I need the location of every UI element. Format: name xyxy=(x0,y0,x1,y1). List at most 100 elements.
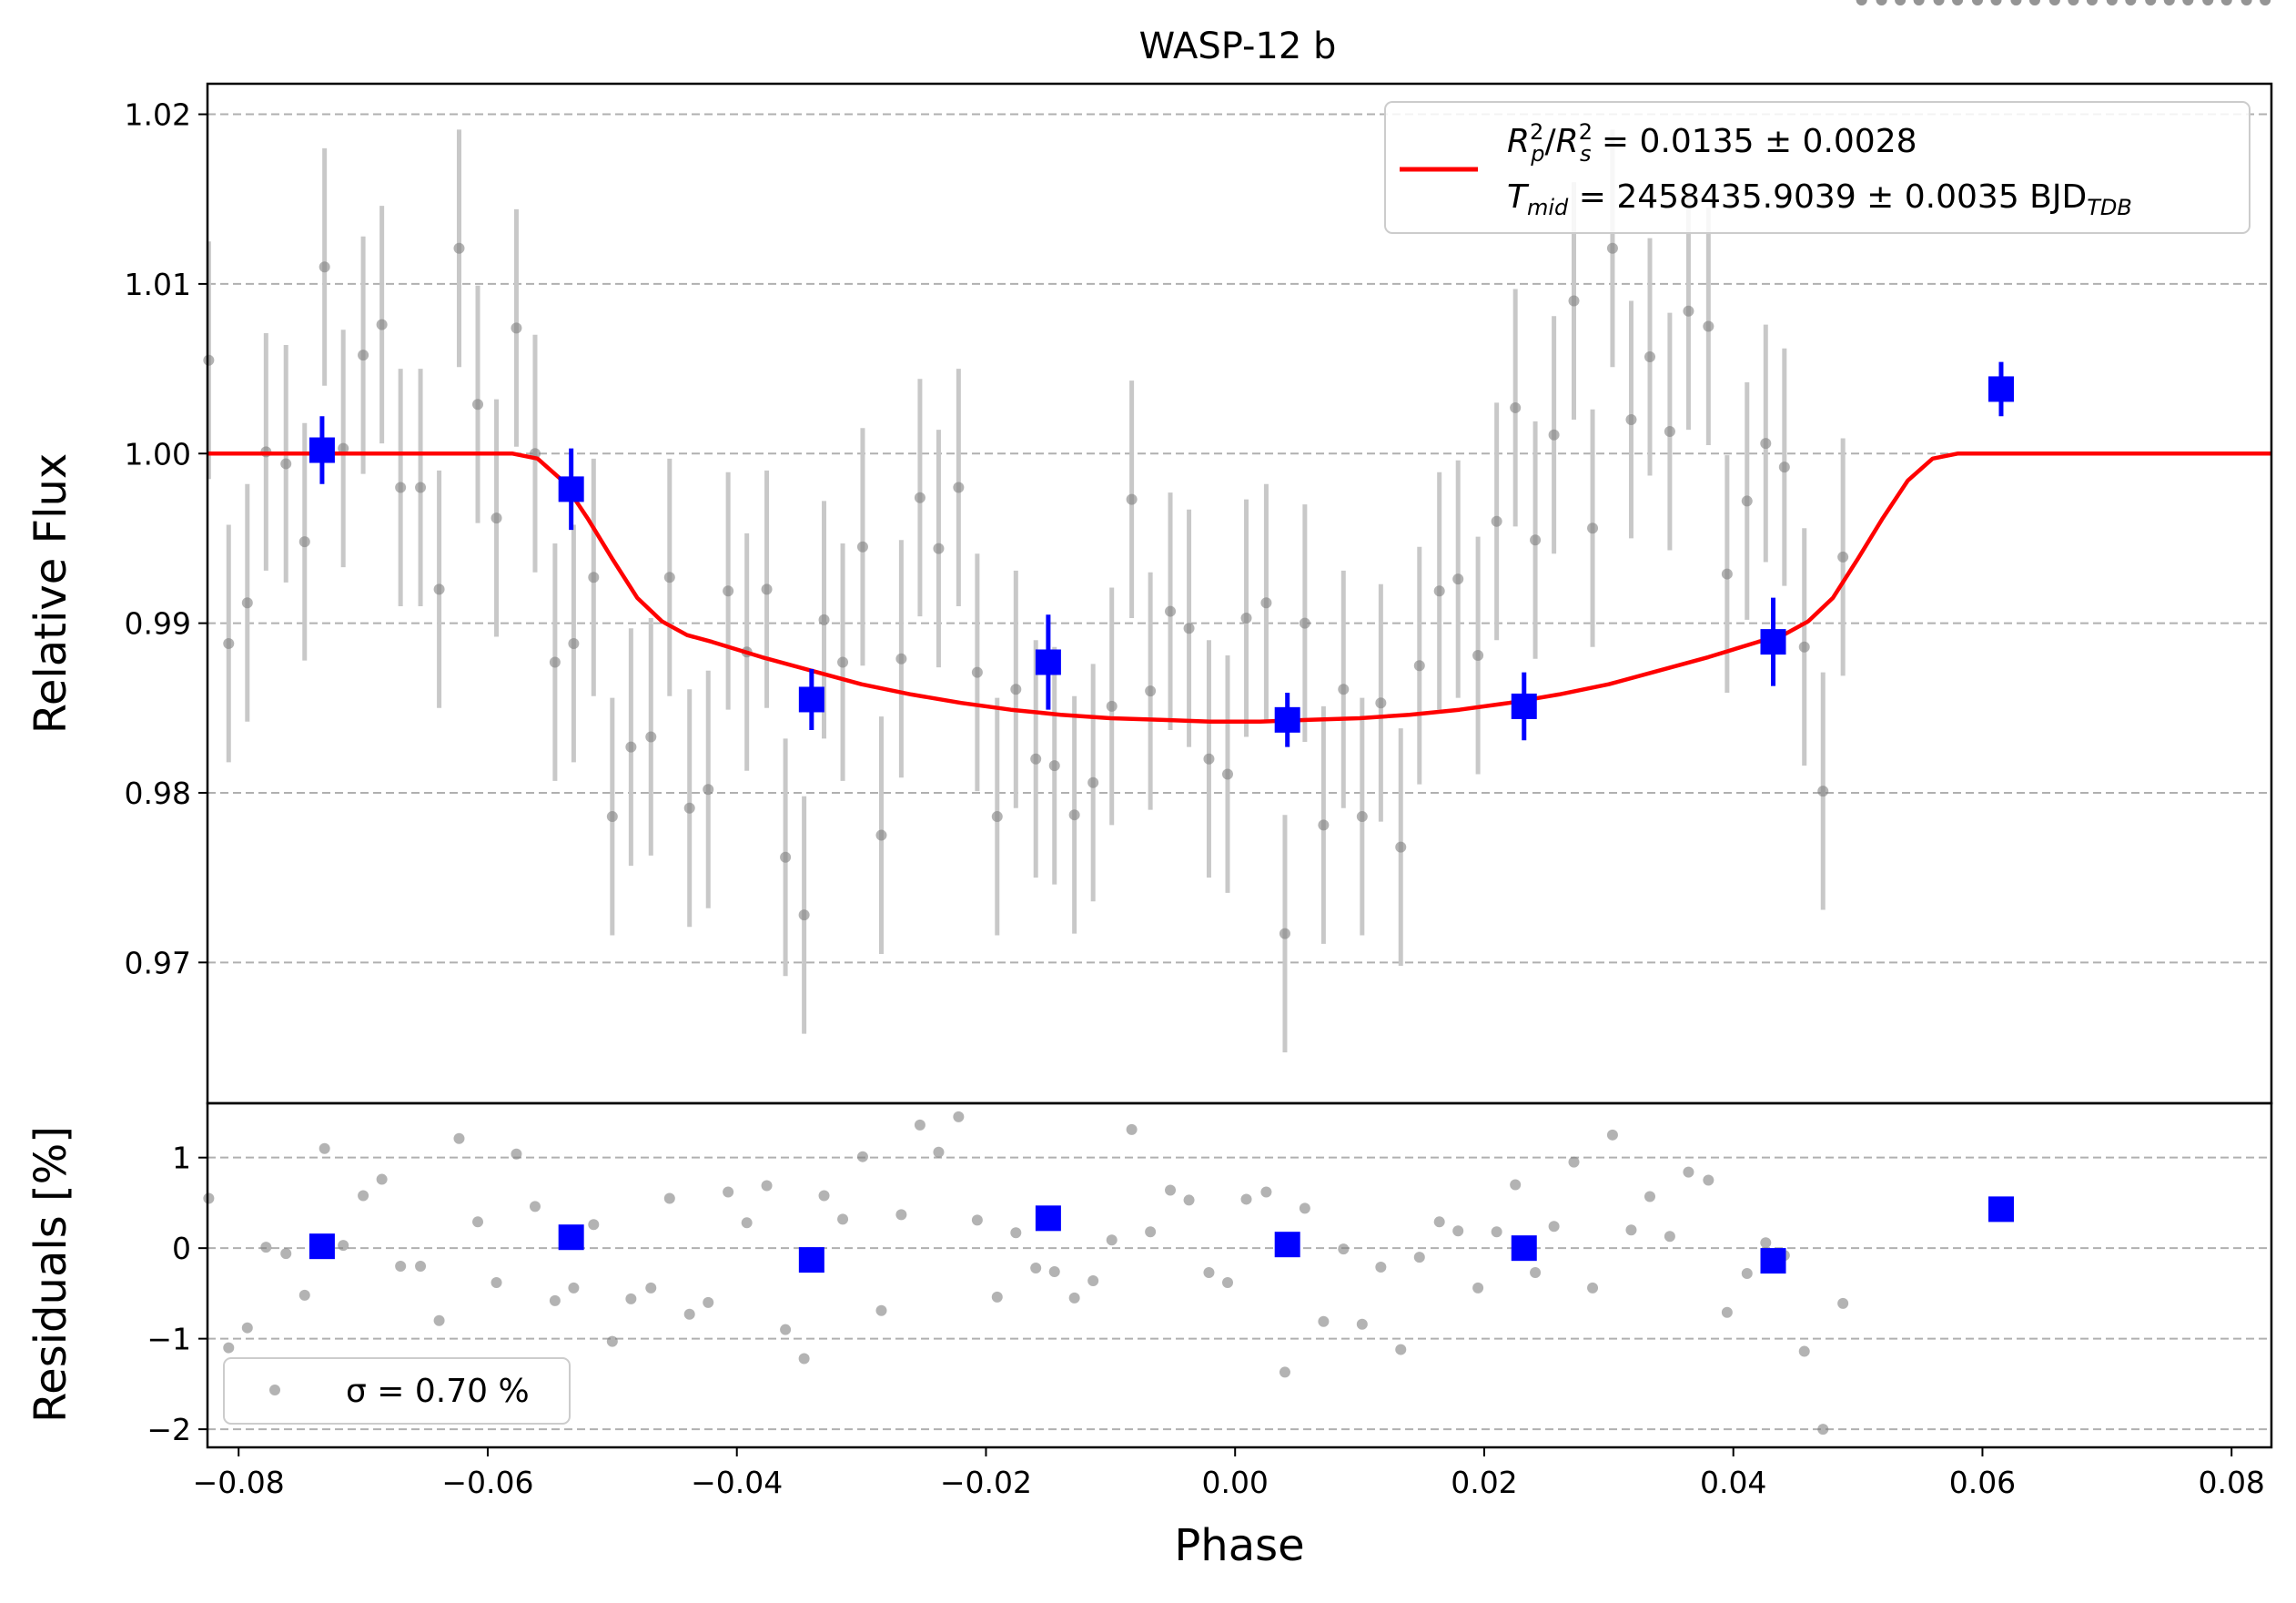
raw-point xyxy=(453,242,465,254)
residual-raw-point xyxy=(1260,1186,1272,1198)
raw-point xyxy=(376,319,388,330)
residual-binned-point xyxy=(308,1233,335,1260)
x-tick-label: −0.06 xyxy=(441,1465,533,1500)
residual-raw-points xyxy=(203,0,2271,1436)
residual-legend-label: σ = 0.70 % xyxy=(346,1373,530,1410)
raw-point xyxy=(895,653,907,665)
raw-point xyxy=(1356,811,1368,823)
residual-raw-point xyxy=(914,1119,925,1131)
residual-raw-point xyxy=(1240,1193,1252,1205)
raw-point xyxy=(1048,760,1060,772)
residual-raw-point xyxy=(895,1209,907,1221)
raw-point xyxy=(1548,429,1560,441)
residual-raw-point xyxy=(1299,1202,1310,1214)
residual-y-axis-label: Residuals [%] xyxy=(25,1126,76,1423)
residual-raw-point xyxy=(1952,0,1964,5)
raw-point xyxy=(1587,522,1599,534)
raw-point xyxy=(875,829,887,841)
flux-y-tick-label: 0.97 xyxy=(125,945,191,980)
residual-raw-point xyxy=(1510,1179,1522,1191)
binned-point xyxy=(308,437,335,463)
residual-raw-point xyxy=(338,1240,349,1252)
raw-point xyxy=(1318,819,1330,831)
raw-point xyxy=(818,614,830,625)
binned-point xyxy=(798,686,824,713)
residual-raw-point xyxy=(588,1219,600,1231)
residual-raw-point xyxy=(2145,0,2157,5)
x-tick-label: −0.04 xyxy=(691,1465,783,1500)
raw-point xyxy=(1778,462,1790,473)
residual-raw-point xyxy=(1338,1243,1350,1255)
residual-raw-point xyxy=(1703,1174,1714,1186)
residual-raw-point xyxy=(1933,0,1945,5)
raw-point xyxy=(645,731,657,743)
residual-raw-point xyxy=(1318,1315,1330,1327)
residual-raw-point xyxy=(1548,1221,1560,1233)
raw-point xyxy=(1395,841,1407,853)
residual-raw-point xyxy=(433,1314,445,1326)
residual-raw-point xyxy=(1741,1268,1753,1280)
residual-raw-point xyxy=(280,1248,292,1260)
residual-raw-point xyxy=(2260,0,2271,5)
raw-point xyxy=(1221,768,1233,780)
raw-point xyxy=(856,541,868,553)
binned-point xyxy=(558,476,584,502)
binned-point xyxy=(1760,629,1786,655)
raw-point xyxy=(1145,685,1157,697)
raw-point xyxy=(1068,809,1080,821)
residual-binned-point xyxy=(1988,1196,2014,1223)
residual-raw-point xyxy=(1452,1225,1464,1237)
residual-raw-point xyxy=(1817,1424,1829,1436)
residual-raw-point xyxy=(511,1148,522,1160)
raw-point xyxy=(491,512,502,524)
raw-point xyxy=(971,666,983,678)
residual-raw-point xyxy=(1760,1237,1772,1249)
raw-point xyxy=(606,811,618,823)
chart-title: WASP-12 b xyxy=(1139,25,1337,67)
raw-point xyxy=(549,656,561,668)
residual-raw-point xyxy=(1048,1266,1060,1278)
raw-point xyxy=(1472,650,1484,662)
x-tick-label: 0.06 xyxy=(1949,1465,2016,1500)
raw-point xyxy=(1606,242,1618,254)
raw-point xyxy=(837,656,849,668)
residual-raw-point xyxy=(2010,0,2022,5)
residual-y-ticks: −2 −1 0 1 xyxy=(147,1141,207,1447)
residual-legend-marker xyxy=(269,1385,280,1395)
residual-binned-point xyxy=(798,1247,824,1273)
raw-point xyxy=(1798,641,1810,653)
residual-raw-point xyxy=(2220,0,2232,5)
residual-y-tick-label: 0 xyxy=(172,1231,191,1266)
residual-raw-point xyxy=(1203,1267,1215,1279)
residual-raw-point xyxy=(1010,1227,1022,1239)
raw-point xyxy=(1375,697,1387,709)
model-line xyxy=(207,451,2271,724)
residual-raw-point xyxy=(1856,0,1867,5)
raw-point xyxy=(223,637,235,649)
raw-point xyxy=(1817,786,1829,797)
residual-binned-point xyxy=(1511,1235,1537,1262)
flux-y-tick-label: 1.02 xyxy=(125,97,191,133)
raw-point xyxy=(395,482,407,493)
raw-point xyxy=(1299,617,1310,629)
raw-point xyxy=(798,909,810,921)
residual-raw-point xyxy=(2182,0,2194,5)
x-axis-ticks: −0.08 −0.06 −0.04 −0.02 0.00 0.02 0.04 0.06 0.08 xyxy=(193,1447,2265,1500)
residuals-panel: −2 −1 0 1 Residuals [%] σ = 0.70 % xyxy=(25,0,2273,1449)
raw-point xyxy=(1644,351,1655,363)
residual-raw-point xyxy=(2106,0,2118,5)
raw-point xyxy=(1530,534,1542,546)
raw-point xyxy=(1837,551,1849,563)
legend-radius-ratio: R2 p/R2 s = 0.0135 ± 0.0028 xyxy=(1507,119,1917,167)
residual-raw-point xyxy=(723,1186,734,1198)
raw-point xyxy=(511,322,522,334)
raw-point xyxy=(1413,660,1425,672)
residual-raw-point xyxy=(1913,0,1925,5)
residual-binned-point xyxy=(1274,1232,1300,1258)
residual-raw-point xyxy=(1644,1191,1655,1202)
residual-raw-point xyxy=(2163,0,2175,5)
binned-point xyxy=(1511,693,1537,719)
x-tick-label: 0.02 xyxy=(1451,1465,1517,1500)
residual-raw-point xyxy=(260,1242,272,1253)
residual-raw-point xyxy=(1587,1282,1599,1294)
